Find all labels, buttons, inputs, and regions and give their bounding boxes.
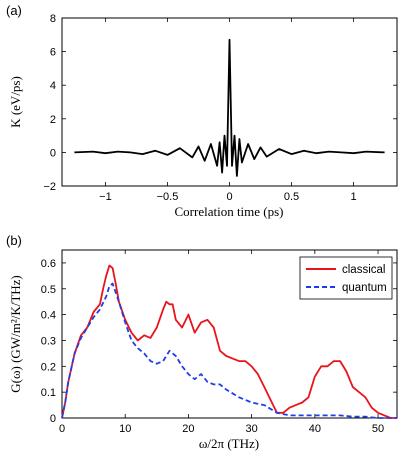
x-tick-label-b: 20 <box>182 423 194 435</box>
panel-b: (b) 0 10 20 30 40 50 0 0.1 0.2 0.3 0.4 0.5 0.6 ω/2π … <box>6 233 398 451</box>
ticks-a: −1 −0.5 0 0.5 1 −2 0 2 4 6 8 <box>43 13 397 203</box>
x-tick-label-b: 10 <box>119 423 131 435</box>
legend: classical quantum <box>299 256 393 300</box>
x-axis-label-a: Correlation time (ps) <box>174 204 283 219</box>
y-tick-label-b: 0.3 <box>41 335 56 347</box>
y-axis-label-a: K (eV/ps) <box>8 76 23 128</box>
series-line-classical <box>61 264 397 419</box>
y-tick-label-b: 0.1 <box>41 387 56 399</box>
panel-a: (a) −1 −0.5 0 0.5 1 −2 0 2 4 6 8 Correlation time … <box>6 3 398 219</box>
legend-label-quantum: quantum <box>342 282 387 294</box>
x-tick-label-b: 50 <box>372 423 384 435</box>
y-tick-label-a: −2 <box>43 181 56 193</box>
y-tick-label-b: 0.5 <box>41 284 56 296</box>
x-tick-label-b: 40 <box>309 423 321 435</box>
series-line-panel-a <box>74 38 385 177</box>
y-tick-label-b: 0 <box>50 413 56 425</box>
y-tick-label-a: 8 <box>50 13 56 25</box>
y-tick-label-a: 6 <box>50 47 56 59</box>
series-line-quantum <box>61 282 397 419</box>
series-group-b <box>61 264 397 419</box>
x-tick-label-b: 0 <box>59 423 65 435</box>
y-tick-label-a: 4 <box>50 80 56 92</box>
y-tick-label-b: 0.2 <box>41 361 56 373</box>
x-tick-label-a: 0.5 <box>284 191 299 203</box>
y-tick-label-b: 0.4 <box>41 310 56 322</box>
y-tick-label-a: 0 <box>50 147 56 159</box>
legend-box <box>299 256 393 300</box>
y-tick-label-b: 0.6 <box>41 258 56 270</box>
panel-label-b: (b) <box>6 233 22 248</box>
x-tick-label-a: 1 <box>351 191 357 203</box>
y-tick-label-a: 2 <box>50 114 56 126</box>
x-tick-label-a: −1 <box>99 191 112 203</box>
ticks-b: 0 10 20 30 40 50 0 0.1 0.2 0.3 0.4 0.5 0.6 <box>41 250 397 435</box>
series-group-a <box>74 38 385 177</box>
x-axis-label-b: ω/2π (THz) <box>199 436 259 451</box>
panel-label-a: (a) <box>6 3 22 18</box>
y-axis-label-b: G(ω) (GW/m²/K/THz) <box>8 275 23 393</box>
x-tick-label-a: −0.5 <box>157 191 179 203</box>
x-tick-label-a: 0 <box>226 191 232 203</box>
legend-label-classical: classical <box>342 264 385 276</box>
x-tick-label-b: 30 <box>245 423 257 435</box>
